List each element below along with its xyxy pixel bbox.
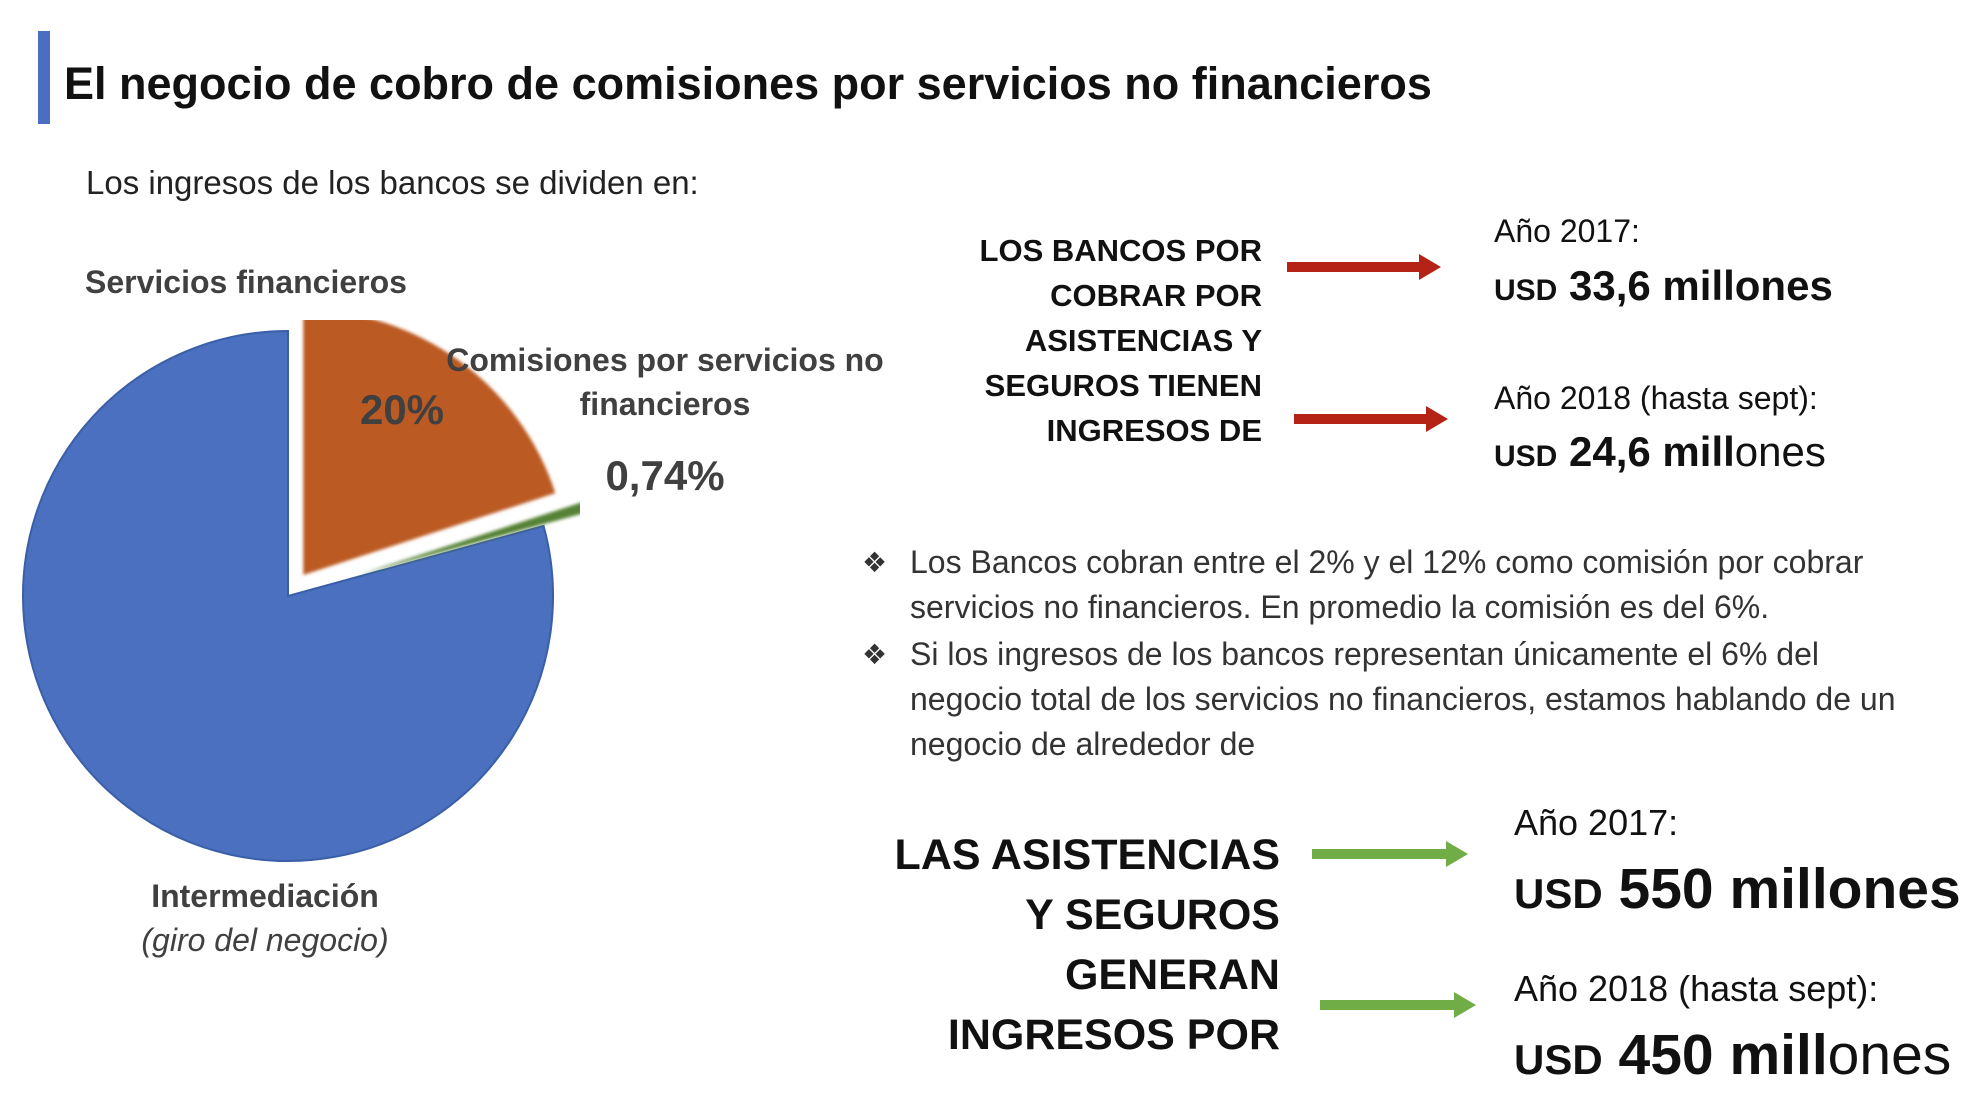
amount-bold: 550 millones (1618, 857, 1961, 921)
intermediacion-title: Intermediación (151, 878, 379, 914)
asistencias-value-2018: USD 450 millones (1514, 1022, 1951, 1088)
intermediacion-label: Intermediación (giro del negocio) (95, 874, 435, 962)
bullet-list: ❖ Los Bancos cobran entre el 2% y el 12%… (862, 540, 1932, 769)
currency-label: USD (1494, 440, 1558, 473)
bancos-year-2017: Año 2017: (1494, 213, 1640, 249)
green-arrow-icon (1312, 841, 1468, 867)
bullet-item: ❖ Los Bancos cobran entre el 2% y el 12%… (862, 540, 1932, 630)
asistencias-value-2017: USD 550 millones (1514, 856, 1961, 922)
bancos-value-2018: USD 24,6 millones (1494, 428, 1826, 476)
comisiones-value: 0,74% (605, 452, 725, 499)
intro-text: Los ingresos de los bancos se dividen en… (86, 164, 699, 201)
page-title: El negocio de cobro de comisiones por se… (64, 58, 1432, 109)
pie-chart: 20% (22, 320, 580, 862)
pie-slice-intermediacion (22, 329, 554, 862)
title-accent-bar (38, 31, 50, 124)
intermediacion-subtitle: (giro del negocio) (141, 922, 389, 958)
red-arrow-icon (1287, 254, 1441, 280)
bullet-item: ❖ Si los ingresos de los bancos represen… (862, 632, 1932, 767)
green-arrow-icon (1320, 992, 1476, 1018)
bullet-text: Si los ingresos de los bancos representa… (910, 636, 1896, 762)
bancos-year-2018: Año 2018 (hasta sept): (1494, 380, 1818, 416)
red-arrow-icon (1294, 406, 1448, 432)
amount-light: ones (1827, 1023, 1952, 1087)
servicios-financieros-label: Servicios financieros (85, 264, 407, 300)
diamond-bullet-icon: ❖ (862, 639, 888, 670)
asistencias-heading: LAS ASISTENCIAS Y SEGUROS GENERAN INGRES… (894, 831, 1280, 1059)
bullet-text: Los Bancos cobran entre el 2% y el 12% c… (910, 544, 1864, 625)
amount-bold: 450 mill (1618, 1023, 1828, 1087)
comisiones-label: Comisiones por servicios no financieros (446, 342, 884, 422)
asistencias-year-2018: Año 2018 (hasta sept): (1514, 968, 1879, 1009)
pie-slice-servicios-financieros (303, 320, 556, 575)
amount-bold: 33,6 millones (1569, 262, 1833, 309)
diamond-bullet-icon: ❖ (862, 547, 888, 578)
servicios-financieros-value: 20% (360, 386, 444, 433)
amount-light: ones (1734, 428, 1826, 475)
bancos-value-2017: USD 33,6 millones (1494, 262, 1833, 310)
currency-label: USD (1514, 870, 1603, 917)
amount-bold: 24,6 mill (1569, 428, 1735, 475)
pie-slice-comisiones (356, 502, 580, 576)
currency-label: USD (1514, 1036, 1603, 1083)
currency-label: USD (1494, 274, 1558, 307)
bancos-heading: LOS BANCOS POR COBRAR POR ASISTENCIAS Y … (979, 233, 1262, 448)
asistencias-year-2017: Año 2017: (1514, 802, 1679, 843)
